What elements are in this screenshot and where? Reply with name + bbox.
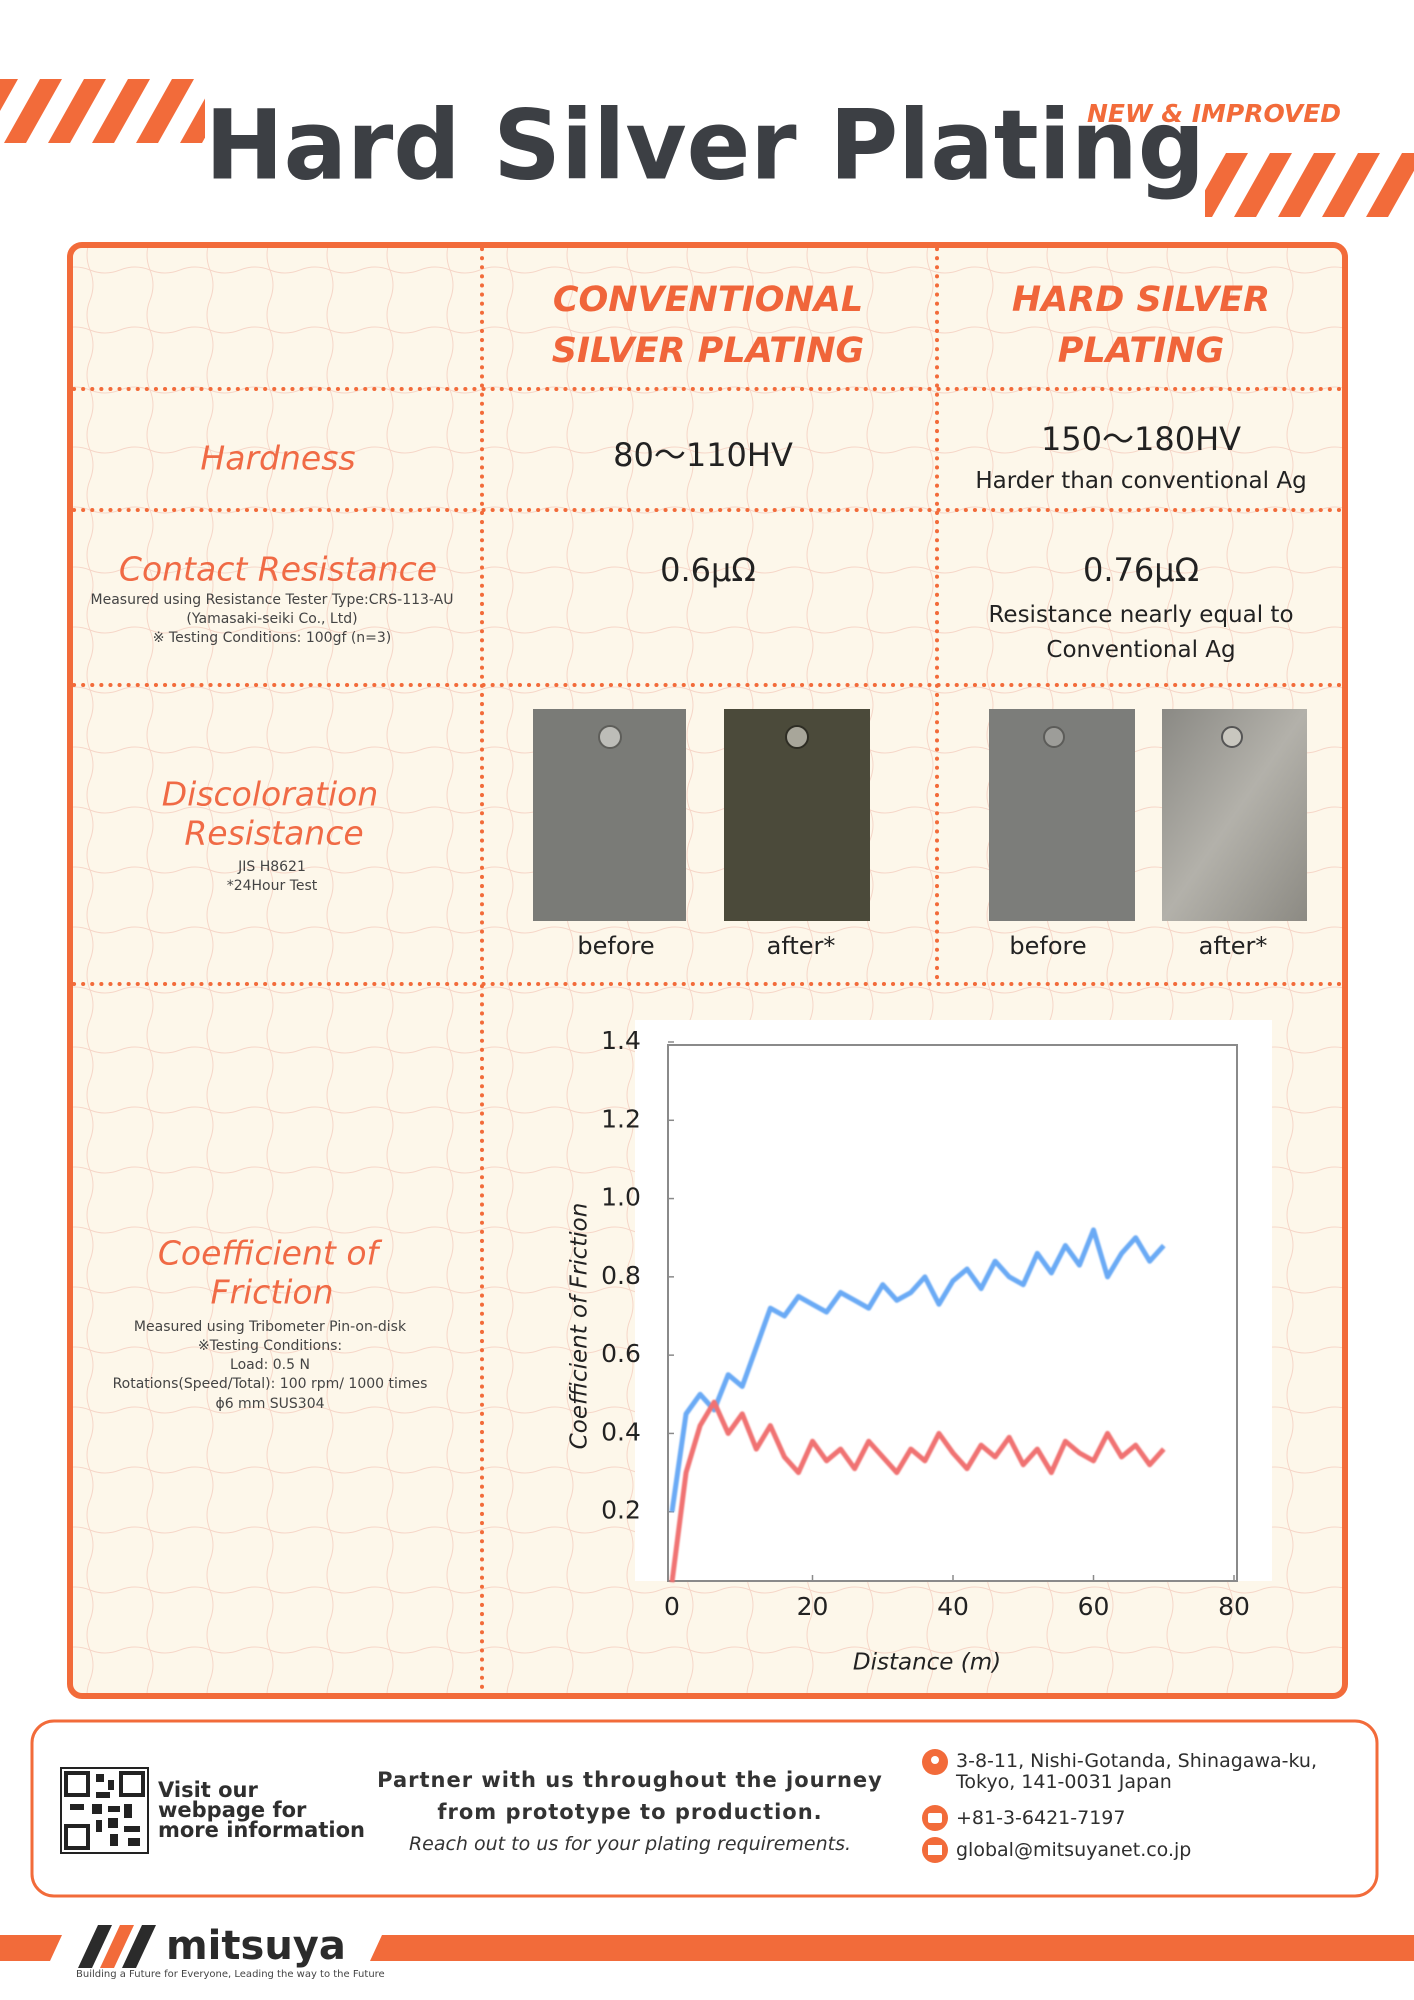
email: global@mitsuyanet.co.jp: [956, 1839, 1192, 1861]
chart: 0.2 0.4 0.6 0.8 1.0 1.2 1.4 0 20 40 60 80 Distance (…: [567, 1026, 1250, 1676]
y-tick-label: 1.2: [601, 1104, 641, 1133]
column-header: PLATING: [1057, 331, 1225, 371]
value-note: Conventional Ag: [1046, 637, 1236, 663]
qr-code: [60, 1767, 149, 1854]
caption: before: [577, 932, 655, 960]
stripes-left: [0, 79, 205, 143]
value: 0.76μΩ: [1082, 551, 1200, 589]
title: Hard Silver Plating: [205, 89, 1205, 201]
row-note: Measured using Tribometer Pin-on-disk: [133, 1319, 407, 1335]
brand: mitsuya: [166, 1923, 346, 1969]
column-header: HARD SILVER: [1011, 280, 1271, 320]
row-label: Coefficient of: [157, 1233, 379, 1273]
row-label: Hardness: [200, 438, 356, 478]
series-line: [669, 1399, 1166, 1583]
column-header: SILVER PLATING: [551, 331, 865, 371]
caption: after*: [766, 932, 836, 960]
table-border: [67, 242, 1348, 1699]
x-tick-label: 0: [664, 1592, 680, 1621]
message: Reach out to us for your plating require…: [408, 1833, 852, 1855]
row-label: Friction: [210, 1272, 334, 1312]
row-note: Measured using Resistance Tester Type:CR…: [90, 592, 454, 608]
chart-bg: [635, 1020, 1272, 1581]
y-axis-label: Coefficient of Friction: [567, 1203, 593, 1450]
slogan: Building a Future for Everyone, Leading …: [76, 1969, 385, 1980]
logo-mark: [78, 1925, 156, 1968]
phone: +81-3-6421-7197: [956, 1807, 1126, 1829]
qr-caption: webpage for: [158, 1798, 307, 1822]
row-label: Discoloration: [161, 774, 379, 814]
qr-caption: Visit our: [158, 1778, 258, 1802]
row-note: JIS H8621: [238, 859, 306, 875]
row-note: ϕ6 mm SUS304: [215, 1396, 325, 1412]
x-axis-label: Distance (m): [853, 1650, 1001, 1676]
x-tick-label: 60: [1078, 1592, 1110, 1621]
column-header: CONVENTIONAL: [552, 280, 864, 320]
stripes-right: [1205, 153, 1414, 217]
badge: NEW & IMPROVED: [1087, 99, 1341, 128]
row-note: (Yamasaki-seiki Co., Ltd): [186, 611, 358, 627]
row-note: ※ Testing Conditions: 100gf (n=3): [152, 630, 392, 646]
message: Partner with us throughout the journey: [377, 1768, 883, 1792]
row-note: *24Hour Test: [226, 878, 318, 894]
value-note: Resistance nearly equal to: [988, 602, 1294, 628]
caption: before: [1009, 932, 1087, 960]
y-tick-label: 0.6: [601, 1339, 641, 1368]
dividers: [72, 247, 1343, 1694]
y-tick-label: 1.4: [601, 1026, 641, 1055]
footer-bar: [0, 1935, 1414, 1961]
message: from prototype to production.: [437, 1800, 823, 1824]
row-note: Rotations(Speed/Total): 100 rpm/ 1000 ti…: [112, 1376, 428, 1392]
row-label: Resistance: [184, 813, 364, 853]
address: 3-8-11, Nishi-Gotanda, Shinagawa-ku,: [956, 1750, 1317, 1772]
x-tick-label: 40: [937, 1592, 969, 1621]
qr-caption: more information: [158, 1818, 365, 1842]
address: Tokyo, 141-0031 Japan: [956, 1771, 1172, 1793]
row-label: Contact Resistance: [118, 549, 438, 589]
y-tick-label: 0.8: [601, 1261, 641, 1290]
caption: after*: [1198, 932, 1268, 960]
sample-plates: [533, 709, 1307, 921]
row-note: Load: 0.5 N: [230, 1357, 310, 1373]
contact-glyphs: [928, 1756, 942, 1855]
row-note: ※Testing Conditions:: [197, 1338, 343, 1354]
value-note: Harder than conventional Ag: [975, 468, 1307, 494]
value: 150〜180HV: [1040, 420, 1242, 458]
y-tick-label: 0.4: [601, 1417, 641, 1446]
x-tick-label: 80: [1218, 1592, 1250, 1621]
y-tick-label: 0.2: [601, 1496, 641, 1525]
series-line: [669, 1227, 1166, 1513]
y-tick-label: 1.0: [601, 1183, 641, 1212]
value: 0.6μΩ: [660, 551, 756, 589]
footer-box: [30, 1719, 1379, 1898]
x-tick-label: 20: [797, 1592, 829, 1621]
value: 80〜110HV: [613, 436, 793, 474]
